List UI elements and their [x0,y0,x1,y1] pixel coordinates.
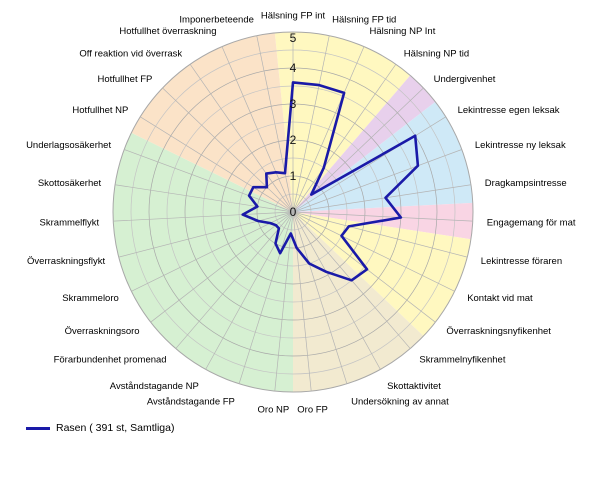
spoke-18 [205,211,294,370]
axis-label-15: Oro FP [297,405,328,416]
spoke-10 [292,211,455,292]
axis-label-22: Överraskningsflykt [27,256,105,267]
axis-label-3: Hälsning NP tid [404,48,469,59]
spoke-27 [162,87,294,213]
spoke-19 [175,211,294,349]
spoke-8 [292,211,473,222]
spoke-24 [115,184,294,213]
spoke-20 [150,211,294,323]
axis-label-23: Skrammelflykt [40,217,100,228]
axis-label-13: Skottaktivitet [387,381,441,392]
series-layer [241,81,420,282]
axis-label-9: Lekintresse föraren [481,256,562,267]
sector-band-7 [131,32,293,212]
axis-label-29: Hotfullhet överraskning [119,26,216,37]
axis-label-6: Lekintresse ny leksak [475,140,566,151]
axis-label-20: Överraskningsoro [65,326,140,337]
tick-label-2: 2 [290,133,297,147]
spoke-9 [292,211,468,258]
axis-label-14: Undersökning av annat [351,397,449,408]
axis-label-19: Förarbundenhet promenad [54,355,167,366]
axis-label-12: Skrammelnyfikenhet [419,355,505,366]
legend: Rasen ( 391 st, Samtliga) [26,420,174,436]
spoke-5 [292,116,446,213]
axis-label-18: Avståndstagande NP [110,381,199,392]
tick-label-5: 5 [290,31,297,45]
spoke-6 [292,149,462,213]
axis-label-5: Lekintresse egen leksak [458,105,560,116]
axis-label-0: Hälsning FP int [261,11,326,22]
legend-label: Rasen ( 391 st, Samtliga) [56,422,175,434]
tick-label-4: 4 [290,61,297,75]
spoke-22 [118,211,294,258]
spoke-14 [292,211,348,384]
axis-label-25: Underlagsosäkerhet [26,140,111,151]
spoke-29 [221,46,294,213]
sector-band-0 [274,32,411,212]
spoke-7 [292,184,471,213]
spoke-13 [292,211,381,370]
tick-label-0: 0 [290,205,297,219]
axis-label-21: Skrammeloro [62,293,119,304]
axis-label-16: Oro NP [258,405,290,416]
grid [112,31,474,393]
spoke-16 [274,211,294,392]
spoke-17 [238,211,294,384]
axis-label-26: Hotfullhet NP [72,105,128,116]
spoke-28 [189,64,294,213]
tick-label-3: 3 [290,97,297,111]
axis-label-8: Engagemang för mat [487,217,576,228]
axis-label-28: Off reaktion vid överrask [79,48,182,59]
axis-label-27: Hotfullhet FP [97,74,152,85]
sector-band-5 [293,212,424,392]
axis-label-7: Dragkampsintresse [485,178,567,189]
spoke-26 [140,116,294,213]
spoke-21 [131,211,294,292]
spoke-23 [113,211,294,222]
radial-tick-labels: 0 1 2 3 4 5 [290,31,297,219]
axis-label-4: Undergivenhet [434,74,496,85]
spoke-30 [256,35,294,213]
spoke-3 [292,64,397,213]
tick-label-1: 1 [290,169,297,183]
spoke-25 [124,149,294,213]
spoke-2 [292,46,365,213]
legend-line-swatch [26,426,50,430]
series-line-0 [241,81,420,282]
axis-label-1: Hälsning FP tid [332,15,396,26]
axis-label-10: Kontakt vid mat [467,293,533,304]
axis-label-2: Hälsning NP Int [370,26,436,37]
axis-label-17: Avståndstagande FP [147,397,235,408]
sector-band-2 [293,101,473,212]
axis-label-24: Skottosäkerhet [38,178,102,189]
axis-label-30: Imponerbeteende [179,15,253,26]
axis-label-11: Överraskningsnyfikenhet [446,326,551,337]
spoke-15 [292,211,312,392]
spoke-1 [292,35,330,213]
sector-band-6 [112,132,294,392]
